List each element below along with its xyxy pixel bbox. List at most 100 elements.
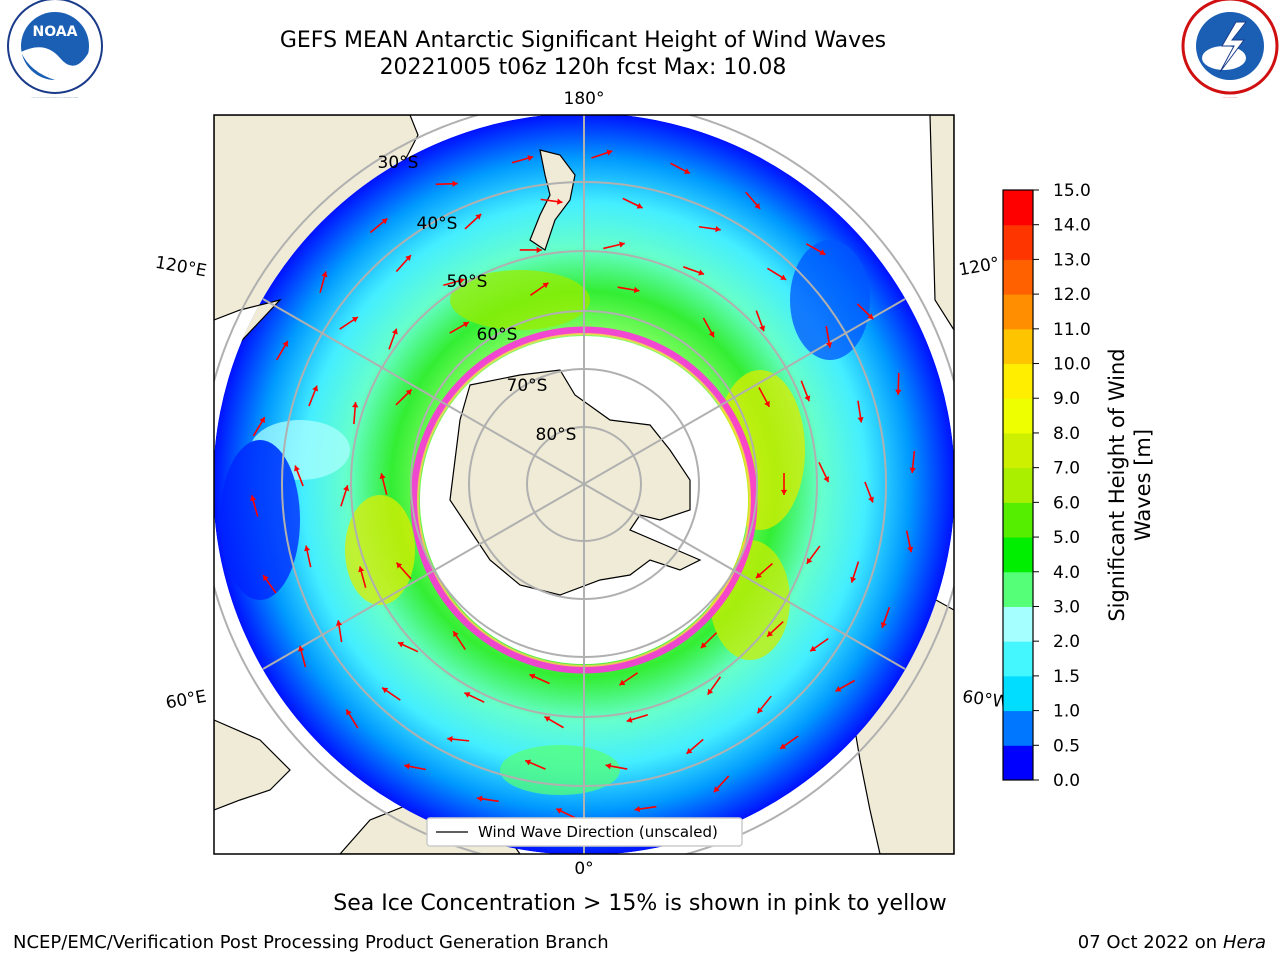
wave-direction-arrow xyxy=(856,303,874,320)
wave-direction-arrow xyxy=(618,672,639,686)
wave-direction-arrow xyxy=(857,400,864,423)
wave-direction-arrow xyxy=(880,606,891,629)
colorbar-cell xyxy=(1003,502,1033,538)
colorbar-cell xyxy=(1003,745,1033,781)
lon-label-60e: 60°E xyxy=(164,687,208,714)
colorbar-cell xyxy=(1003,190,1033,226)
wave-direction-arrow xyxy=(339,316,359,330)
wave-direction-arrow xyxy=(335,620,343,643)
lat-label-50s: 50°S xyxy=(447,272,488,292)
wave-direction-arrow xyxy=(895,372,902,395)
nws-logo-ring-text: NATIONAL WEATHER SERVICE xyxy=(1223,96,1238,99)
noaa-logo-text: NOAA xyxy=(33,24,78,40)
wave-direction-arrow xyxy=(766,267,787,281)
wave-direction-arrow xyxy=(591,149,613,159)
legend-label: Wind Wave Direction (unscaled) xyxy=(478,823,718,841)
wave-direction-arrow xyxy=(686,738,704,755)
wave-direction-arrow xyxy=(670,162,691,175)
lat-label-30s: 30°S xyxy=(378,153,419,173)
map-subtitle: 20221005 t06z 120h fcst Max: 10.08 xyxy=(379,55,787,80)
wave-direction-arrow xyxy=(319,271,328,293)
lat-label-70s: 70°S xyxy=(507,376,548,396)
wave-direction-arrow xyxy=(805,243,826,256)
wave-direction-arrow xyxy=(294,465,304,487)
colorbar-cell xyxy=(1003,363,1033,399)
wave-direction-arrow xyxy=(700,632,718,649)
wave-direction-arrow xyxy=(818,461,830,483)
colorbar-tick-label: 2.0 xyxy=(1053,632,1080,652)
colorbar-tick-label: 6.0 xyxy=(1053,493,1080,513)
wave-direction-arrow xyxy=(449,321,470,334)
wave-direction-arrow xyxy=(275,340,289,361)
colorbar-tick-label: 9.0 xyxy=(1053,389,1080,409)
wave-direction-arrow xyxy=(404,763,426,771)
colorbar-cell xyxy=(1003,571,1033,607)
colorbar: 0.0 0.5 1.0 1.5 2.0 3.0 4.0 5.0 6.0 7.0 8.0 9.0 10.0… xyxy=(1002,181,1155,791)
wave-direction-arrow xyxy=(308,385,319,407)
colorbar-tick-label: 0.5 xyxy=(1053,736,1080,756)
wave-direction-arrow xyxy=(909,451,916,474)
wave-direction-arrow xyxy=(766,620,784,638)
colorbar-cell xyxy=(1003,675,1033,712)
wave-direction-arrow xyxy=(634,805,657,813)
wave-direction-arrow xyxy=(369,217,388,234)
colorbar-tick-label: 14.0 xyxy=(1053,216,1091,236)
wave-direction-arrow xyxy=(435,180,458,187)
wave-direction-arrow xyxy=(617,286,640,294)
wave-direction-arrow xyxy=(544,715,564,729)
map-frame xyxy=(213,114,955,855)
wave-direction-arrow xyxy=(519,246,542,254)
colorbar-cell xyxy=(1003,606,1033,642)
colorbar-cell xyxy=(1003,467,1033,503)
wave-direction-arrow xyxy=(850,561,860,583)
wave-direction-arrow xyxy=(780,473,788,495)
colorbar-frame xyxy=(1002,189,1034,781)
wave-direction-arrow xyxy=(395,254,412,273)
colorbar-tick-label: 7.0 xyxy=(1053,459,1080,479)
wave-direction-arrow xyxy=(395,562,412,580)
colorbar-cell xyxy=(1003,398,1033,434)
colorbar-tick-label: 4.0 xyxy=(1053,563,1080,583)
footer-machine: Hera xyxy=(1222,932,1266,953)
wave-direction-arrow xyxy=(713,775,730,793)
footer-credit: NCEP/EMC/Verification Post Processing Pr… xyxy=(13,932,609,953)
colorbar-tick-label: 1.0 xyxy=(1053,702,1080,722)
wave-direction-arrow xyxy=(252,416,266,437)
noaa-logo-ring-text: NATIONAL OCEANIC AND ATMOSPHERIC ADMINIS… xyxy=(32,96,79,99)
wave-direction-arrow xyxy=(530,282,549,296)
nws-logo: NATIONAL WEATHER SERVICE xyxy=(1181,0,1279,99)
colorbar-tick-label: 12.0 xyxy=(1053,285,1091,305)
wave-direction-arrow xyxy=(683,266,705,276)
wave-direction-arrow xyxy=(698,225,721,233)
wave-direction-arrow xyxy=(304,545,312,568)
lon-label-120w: 120° xyxy=(957,254,1001,281)
noaa-logo: NOAA NATIONAL OCEANIC AND ATMOSPHERIC AD… xyxy=(7,0,103,99)
lat-label-60s: 60°S xyxy=(477,325,518,345)
wave-direction-arrow xyxy=(605,763,628,770)
wave-direction-arrow xyxy=(755,562,773,579)
map-title: GEFS MEAN Antarctic Significant Height o… xyxy=(279,28,887,53)
wave-direction-arrow xyxy=(464,213,482,230)
wave-direction-arrow xyxy=(555,808,577,819)
wind-wave-arrows xyxy=(250,149,916,819)
lat-label-80s: 80°S xyxy=(536,425,577,445)
antarctica xyxy=(449,369,702,596)
map-legend: Wind Wave Direction (unscaled) xyxy=(426,817,743,847)
colorbar-cell xyxy=(1003,537,1033,573)
colorbar-label-line1: Significant Height of Wind xyxy=(1105,348,1129,621)
colorbar-tick-label: 1.5 xyxy=(1053,667,1080,687)
colorbar-cell xyxy=(1003,710,1033,746)
colorbar-cell xyxy=(1003,328,1033,365)
colorbar-cell xyxy=(1003,224,1033,260)
wave-direction-arrow xyxy=(452,630,466,651)
wave-direction-arrow xyxy=(397,641,419,653)
colorbar-tick-label: 3.0 xyxy=(1053,597,1080,617)
lat-label-40s: 40°S xyxy=(417,214,458,234)
colorbar-tick-label: 13.0 xyxy=(1053,250,1091,270)
wave-direction-arrow xyxy=(756,695,772,714)
colorbar-tick-label: 8.0 xyxy=(1053,424,1080,444)
colorbar-cell xyxy=(1003,641,1033,677)
colorbar-label-line2: Waves [m] xyxy=(1131,429,1155,541)
wave-direction-arrow xyxy=(702,317,715,338)
